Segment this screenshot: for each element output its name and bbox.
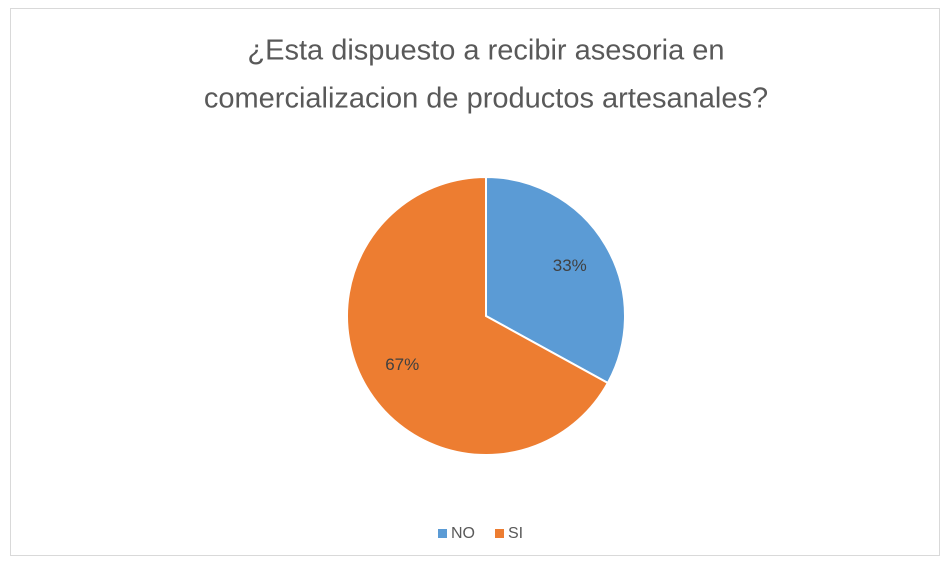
chart-title: comercializacion de productos artesanale…	[204, 83, 768, 115]
data-label: 33%	[553, 256, 587, 275]
data-label: 67%	[385, 355, 419, 374]
legend-swatch	[438, 529, 447, 538]
legend-swatch	[495, 529, 504, 538]
legend-label: NO	[451, 525, 475, 542]
pie-slice	[485, 175, 626, 385]
chart-title: ¿Esta dispuesto a recibir asesoria en	[247, 35, 724, 67]
legend-label: SI	[508, 525, 523, 542]
pie-slice	[346, 175, 610, 456]
